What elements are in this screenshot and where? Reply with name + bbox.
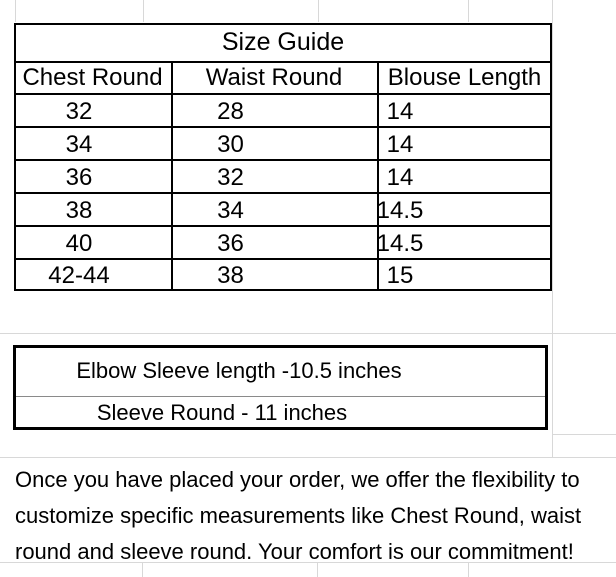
gridline-v xyxy=(468,0,469,22)
table-border-bottom xyxy=(14,289,552,291)
sleeve-info-box xyxy=(13,345,548,430)
table-border-row xyxy=(14,61,552,63)
table-border-row xyxy=(14,225,552,227)
chest-value: 38 xyxy=(65,197,93,224)
table-border-top xyxy=(14,23,552,25)
column-header-waist: Waist Round xyxy=(205,64,343,91)
gridline-v xyxy=(468,562,469,577)
waist-value: 34 xyxy=(217,197,244,224)
gridline-v xyxy=(317,562,318,577)
waist-value: 38 xyxy=(217,262,244,289)
chest-value: 34 xyxy=(65,131,93,158)
sleeve-round-text: Sleeve Round - 11 inches xyxy=(96,400,348,425)
blouse-value: 14 xyxy=(386,131,414,158)
table-border-row xyxy=(14,93,552,95)
table-border-row xyxy=(14,192,552,194)
waist-value: 32 xyxy=(217,164,244,191)
chest-value: 32 xyxy=(65,98,93,125)
table-border-row xyxy=(14,258,552,260)
gridline-v xyxy=(318,0,319,22)
customization-note: Once you have placed your order, we offe… xyxy=(15,462,615,570)
waist-value: 30 xyxy=(217,131,244,158)
blouse-value: 14 xyxy=(386,98,414,125)
table-border-col xyxy=(377,61,379,291)
blouse-value: 14.5 xyxy=(376,197,424,224)
table-border-left xyxy=(14,23,16,291)
note-line-2: customize specific measurements like Che… xyxy=(15,503,582,528)
note-line-1: Once you have placed your order, we offe… xyxy=(15,467,580,492)
blouse-value: 14 xyxy=(386,164,414,191)
gridline-v xyxy=(552,0,553,457)
elbow-sleeve-length-text: Elbow Sleeve length -10.5 inches xyxy=(76,358,402,383)
note-line-3: round and sleeve round. Your comfort is … xyxy=(15,539,574,564)
column-header-chest: Chest Round xyxy=(22,64,163,91)
chest-value: 36 xyxy=(65,164,93,191)
table-border-row xyxy=(14,159,552,161)
table-border-col xyxy=(171,61,173,291)
table-border-right xyxy=(550,23,552,291)
table-border-row xyxy=(14,126,552,128)
gridline-h xyxy=(552,434,616,435)
gridline-h xyxy=(0,333,616,334)
gridline-v xyxy=(143,0,144,22)
chest-value: 42-44 xyxy=(48,262,110,289)
size-table-title: Size Guide xyxy=(221,28,345,56)
gridline-h xyxy=(0,457,616,458)
gridline-v xyxy=(15,0,16,22)
blouse-value: 14.5 xyxy=(376,230,424,257)
gridline-v xyxy=(142,562,143,577)
gridline-h xyxy=(0,562,616,563)
waist-value: 36 xyxy=(217,230,244,257)
blouse-value: 15 xyxy=(386,262,414,289)
column-header-blouse: Blouse Length xyxy=(387,64,542,91)
waist-value: 28 xyxy=(217,98,244,125)
sleeve-box-divider xyxy=(16,396,545,397)
chest-value: 40 xyxy=(65,230,93,257)
